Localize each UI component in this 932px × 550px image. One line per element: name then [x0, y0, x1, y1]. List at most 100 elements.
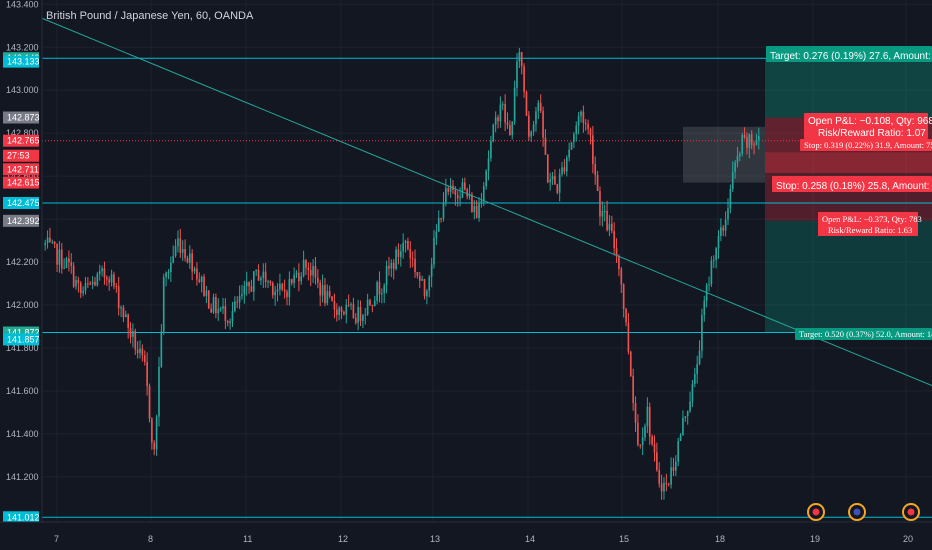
price-badge[interactable]: [3, 511, 39, 524]
candle-body: [129, 328, 132, 337]
candle-body: [485, 170, 487, 187]
price-badge[interactable]: [3, 111, 39, 124]
candle-body: [544, 137, 547, 155]
candle-body: [385, 265, 388, 286]
candle-body: [82, 290, 84, 294]
candle-body: [592, 135, 594, 165]
price-badge[interactable]: [3, 333, 39, 346]
candle-body: [49, 237, 51, 243]
candle-body: [56, 243, 58, 265]
candle-body: [445, 188, 447, 203]
candle-body: [741, 135, 744, 154]
short-open-pl-label: Open P&L: −0.373, Qty: 783: [822, 214, 922, 224]
candle-body: [480, 200, 483, 204]
candle-body: [46, 237, 49, 244]
candle-body: [601, 211, 604, 217]
time-axis-bg: [0, 522, 932, 550]
candle-body: [113, 274, 115, 287]
candle-body: [492, 124, 495, 141]
price-badge[interactable]: [3, 197, 39, 209]
candle-body: [608, 223, 611, 231]
price-badge[interactable]: [3, 55, 39, 68]
candle-body: [454, 189, 457, 195]
candle-body: [75, 280, 77, 287]
candle-body: [468, 194, 471, 197]
candle-body: [236, 301, 239, 303]
candle-body: [613, 231, 616, 249]
candle-body: [44, 243, 47, 245]
price-badge[interactable]: [3, 176, 39, 189]
candle-body: [672, 467, 675, 471]
long-target-zone[interactable]: [765, 58, 932, 118]
candle-body: [205, 290, 208, 296]
candle-body: [53, 241, 56, 244]
time-axis[interactable]: 7 8 11 12 13 14 15 18 19 20: [0, 521, 932, 550]
candle-body: [293, 274, 295, 284]
candle-body: [667, 483, 670, 485]
candle-body: [708, 284, 710, 286]
time-tick-label: 13: [430, 534, 440, 544]
candle-body: [475, 206, 478, 219]
candle-body: [535, 111, 537, 125]
candle-body: [94, 281, 96, 286]
candle-body: [437, 218, 440, 232]
candle-body: [359, 306, 362, 322]
candle-body: [170, 262, 172, 273]
position-labels: Target: 0.276 (0.19%) 27.6, Amount: 1 Ope…: [766, 46, 932, 340]
candle-body: [274, 291, 276, 296]
candle-body: [302, 260, 305, 277]
candle-body: [60, 249, 63, 269]
candle-body: [98, 271, 101, 275]
candle-body: [58, 249, 61, 265]
candle-body: [497, 117, 499, 122]
candle-body: [539, 102, 542, 111]
candle-body: [188, 253, 191, 263]
candle-body: [217, 308, 220, 314]
candle-body: [264, 271, 267, 282]
candle-body: [108, 279, 111, 283]
price-badge-label: 141.872: [7, 328, 40, 338]
candle-body: [753, 144, 755, 146]
trendline-segment[interactable]: [41, 17, 932, 387]
candle-body: [369, 299, 371, 305]
candle-body: [324, 285, 326, 304]
grid: [42, 0, 932, 522]
price-badge-label: 142.873: [7, 113, 40, 123]
candle-body: [490, 140, 492, 159]
time-tick-label: 19: [810, 534, 820, 544]
candle-body: [409, 249, 412, 259]
event-icons[interactable]: [807, 503, 920, 521]
candle-body: [51, 241, 54, 243]
candle-body: [397, 249, 400, 257]
candle-body: [549, 179, 552, 183]
candle-body: [234, 301, 236, 312]
candle-body: [739, 153, 741, 157]
candle-body: [594, 164, 597, 175]
price-axis[interactable]: 143.400 143.200 143.000 142.800 142.600 142.4…: [0, 0, 43, 524]
candle-body: [226, 321, 229, 323]
candle-body: [191, 253, 194, 272]
time-tick-label: 8: [148, 534, 153, 544]
candle-body: [222, 306, 224, 309]
candle-body: [665, 482, 668, 484]
candle-body: [596, 174, 599, 192]
price-badge[interactable]: [3, 163, 39, 176]
candle-body: [606, 210, 608, 231]
candle-body: [198, 279, 201, 282]
price-badge[interactable]: [3, 214, 39, 227]
candle-body: [696, 364, 699, 375]
candle-body: [243, 286, 246, 295]
selection-box[interactable]: [683, 126, 765, 183]
short-target-zone[interactable]: [765, 220, 932, 333]
candle-body: [203, 276, 205, 296]
price-badge[interactable]: [3, 149, 39, 162]
candle-body: [122, 307, 125, 318]
short-pl-box-bg: [818, 212, 918, 236]
trendline[interactable]: [41, 17, 932, 387]
price-badge[interactable]: [3, 134, 39, 147]
candle-body: [257, 269, 260, 281]
candle-body: [300, 276, 303, 282]
candle-body: [103, 268, 106, 278]
candle-body: [219, 308, 222, 310]
